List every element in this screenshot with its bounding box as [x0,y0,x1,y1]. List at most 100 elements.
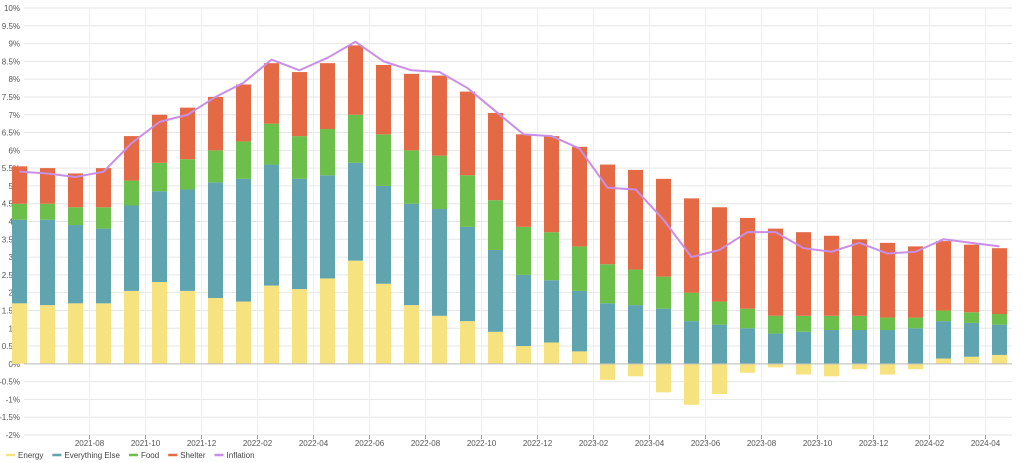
bar-shelter [852,239,867,316]
y-tick-label: 2.5% [2,271,20,280]
bar-everything-else [796,331,811,364]
bar-everything-else [320,175,335,279]
bar-everything-else [180,189,195,291]
bar-energy [768,363,783,368]
bar-energy [40,305,55,364]
bar-energy [796,363,811,375]
bar-food [992,314,1007,325]
bar-shelter [516,134,531,227]
bar-shelter [796,232,811,316]
bar-food [936,310,951,322]
bar-shelter [712,207,727,302]
bar-energy [12,303,27,364]
bar-shelter [880,242,895,318]
bar-food [208,150,223,183]
bar-energy [628,363,643,377]
bar-everything-else [600,303,615,364]
bar-shelter [320,63,335,129]
y-tick-label: 3.5% [2,235,20,244]
bar-energy [908,363,923,370]
bar-shelter [292,72,307,137]
bar-shelter [432,75,447,156]
bar-food [12,203,27,220]
bar-energy [712,363,727,395]
bar-everything-else [908,328,923,364]
bar-shelter [768,228,783,316]
bar-energy [432,315,447,364]
bar-energy [992,354,1007,364]
bar-everything-else [768,333,783,364]
legend-item-energy[interactable]: Energy [6,451,43,460]
bar-shelter [936,241,951,311]
bar-shelter [740,217,755,309]
bar-energy [460,321,475,364]
y-tick-label: 8.5% [2,57,20,66]
y-tick-label: 7.5% [2,93,20,102]
legend-item-everything-else[interactable]: Everything Else [52,451,120,460]
bar-shelter [824,235,839,316]
bar-everything-else [348,162,363,261]
bar-energy [152,281,167,364]
bar-everything-else [712,324,727,364]
bar-food [460,175,475,227]
y-tick-label: -2% [6,431,20,440]
bar-shelter [684,198,699,293]
legend-label: Everything Else [64,451,120,460]
bar-shelter [152,114,167,163]
bar-energy [376,283,391,364]
bar-shelter [404,73,419,151]
bar-shelter [460,91,475,176]
legend-item-inflation[interactable]: Inflation [214,451,255,460]
bar-shelter [264,63,279,124]
bar-everything-else [992,324,1007,355]
y-tick-label: -1.5% [0,413,20,422]
bar-shelter [40,168,55,204]
bar-everything-else [152,191,167,282]
legend-item-shelter[interactable]: Shelter [168,451,206,460]
line-inflation [19,40,1000,259]
bar-food [376,134,391,186]
legend-label: Energy [18,451,43,460]
bar-energy [880,363,895,375]
legend-label: Shelter [180,451,206,460]
bar-energy [292,289,307,364]
bar-energy [236,301,251,364]
bar-food [124,180,139,206]
bar-energy [348,260,363,364]
bar-everything-else [124,205,139,291]
bar-everything-else [292,178,307,290]
bar-everything-else [376,185,391,284]
bar-shelter [68,173,83,208]
bar-energy [124,290,139,364]
bar-everything-else [40,219,55,306]
x-tick-label: 2022-06 [355,439,385,448]
bar-food [152,162,167,192]
bar-food [684,292,699,322]
x-tick-label: 2024-04 [971,439,1001,448]
legend-item-food[interactable]: Food [128,451,159,460]
bar-everything-else [740,328,755,364]
x-tick-label: 2024-02 [915,439,945,448]
bar-food [628,269,643,306]
bar-food [348,114,363,163]
x-tick-label: 2022-08 [411,439,441,448]
y-tick-label: 9% [8,40,20,49]
y-tick-label: 4.5% [2,200,20,209]
bar-shelter [236,84,251,142]
y-tick-label: 6% [8,146,20,155]
y-tick-label: 5.5% [2,164,20,173]
bar-shelter [600,164,615,265]
bar-energy [320,278,335,364]
bar-shelter [656,178,671,277]
bar-food [768,315,783,334]
bar-food [180,159,195,190]
y-tick-label: 1.5% [2,306,20,315]
bar-food [236,141,251,179]
bar-everything-else [404,203,419,306]
bar-food [544,232,559,281]
legend[interactable]: Energy Everything Else Food Shelter Inflatio… [6,451,255,460]
bar-everything-else [936,321,951,359]
x-tick-label: 2023-06 [691,439,721,448]
y-tick-label: -1% [6,395,20,404]
